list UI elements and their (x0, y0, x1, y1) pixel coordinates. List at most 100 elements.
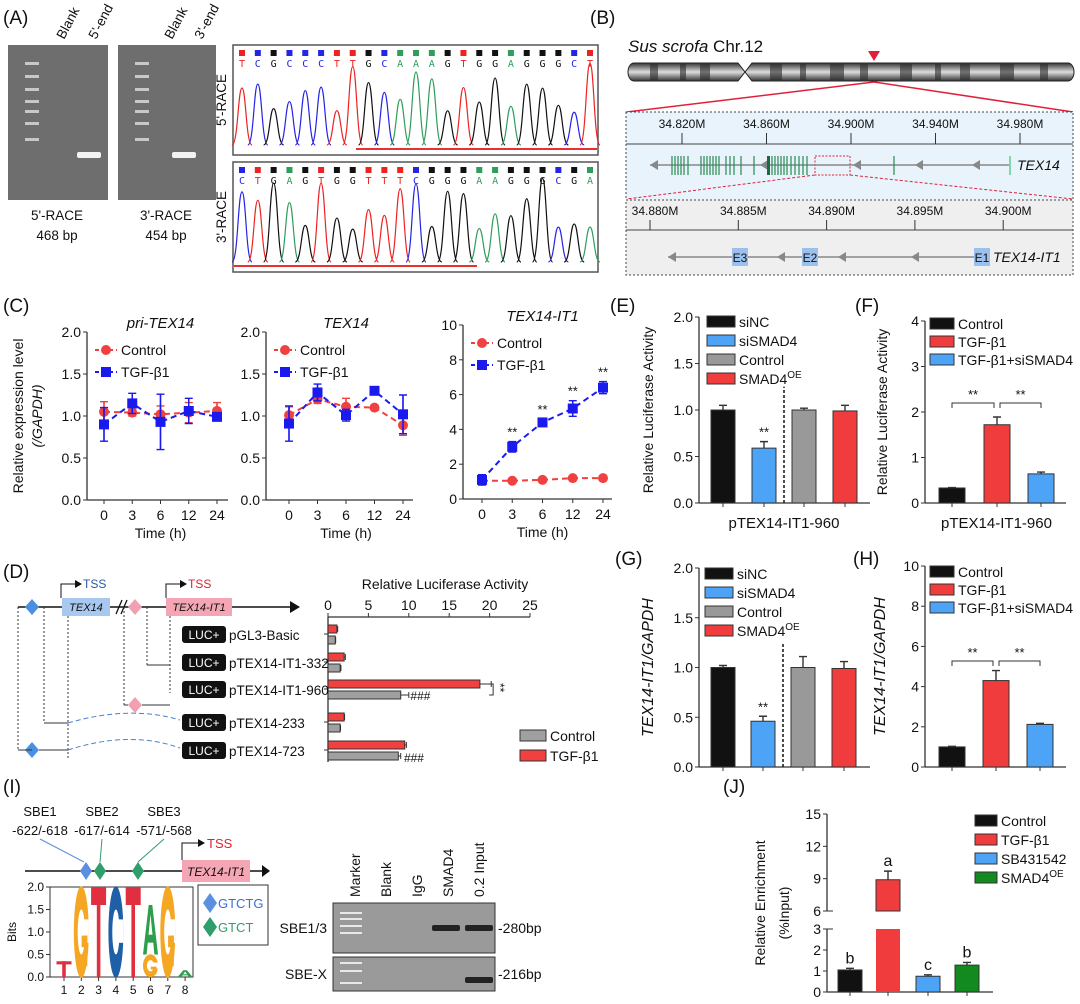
strand-arrow-icon (777, 252, 785, 262)
x-tick-label: 6 (342, 507, 350, 523)
legend-swatch (706, 315, 736, 328)
significance-label: ** (758, 699, 768, 714)
chart-title: TEX14 (323, 315, 369, 332)
y-tick-label: 1 (813, 963, 821, 979)
glyph-part (149, 905, 158, 955)
data-point (212, 411, 222, 422)
gel-caption: 3'-RACE (140, 208, 192, 223)
pcr-band (465, 977, 493, 983)
gene-box-tex14-it1 (166, 598, 232, 616)
panel-i: SBE1-622/-618SBE2-617/-614SBE3-571/-568 … (5, 804, 542, 997)
base-call-marker (523, 167, 530, 173)
panel-label-j: (J) (723, 777, 745, 798)
marker-band (340, 932, 362, 934)
x-tick-label: 5 (365, 597, 373, 613)
significance-label: ### (410, 689, 430, 703)
chromosome-band (800, 64, 806, 80)
legend-label: siNC (739, 314, 769, 330)
x-tick-label: 24 (595, 506, 611, 522)
significance-bracket (951, 402, 995, 408)
data-point (507, 441, 518, 452)
track-tex14-it1 (625, 199, 1074, 276)
glyph-part (150, 966, 157, 970)
axis-tick-label: 34.885M (720, 204, 767, 218)
y-tick-label: 0 (911, 759, 919, 775)
base-call-marker (476, 167, 483, 173)
luc-box (182, 654, 226, 671)
chart-title: TEX14-IT1 (506, 308, 579, 325)
base-call-marker (333, 50, 340, 56)
base-letter: G (492, 59, 498, 70)
chromosome-band (700, 64, 710, 80)
luc-label: LUC+ (188, 656, 219, 670)
trace-peak (421, 78, 443, 146)
data-point (507, 475, 518, 486)
strand-arrow-icon (668, 252, 676, 262)
strand-arrow-icon (972, 160, 980, 170)
panel-label-e: (E) (610, 296, 635, 317)
logo-ylabel: Bits (5, 922, 19, 942)
base-call-marker (492, 50, 499, 56)
marker-band (25, 75, 39, 78)
base-letter: G (508, 176, 514, 187)
x-tick-label: 0 (285, 507, 293, 523)
x-tick-label: 2 (78, 983, 85, 997)
tss-arrow-icon (60, 583, 75, 598)
base-call-marker (444, 167, 451, 173)
base-letter: C (302, 59, 308, 70)
bar (327, 723, 341, 733)
axis-tick-label: 34.890M (808, 204, 855, 218)
base-call-marker (254, 167, 261, 173)
legend-swatch (974, 833, 998, 846)
logo-letter-G (73, 886, 89, 978)
y-tick-label: 0.0 (674, 759, 694, 775)
error-bar (840, 660, 848, 669)
glyph-part (96, 887, 101, 977)
y-tick-label: 0 (911, 495, 919, 511)
chromatogram-5race (232, 44, 599, 156)
base-call-marker (413, 50, 419, 56)
y-tick-label: 0 (813, 984, 821, 1000)
trace-peak (310, 182, 332, 263)
base-call-marker (318, 167, 325, 173)
significance-label: ** (1014, 645, 1024, 660)
marker-band (135, 122, 149, 125)
y-tick-label: 8 (911, 598, 919, 614)
zoom-lines (626, 81, 1074, 113)
legend-swatch (929, 601, 955, 614)
chart-title: Relative Luciferase Activity (362, 576, 529, 592)
base-call-marker (381, 50, 388, 56)
x-tick-label: 6 (539, 506, 547, 522)
significance-bracket (998, 660, 1041, 666)
trace-peak (231, 87, 253, 146)
marker-band (340, 925, 362, 927)
base-letter: G (445, 59, 451, 70)
panel-b: Sus scrofa Chr.12 34.820M 34.860M 34.900M 3… (625, 37, 1075, 276)
x-tick-label: 1 (61, 983, 68, 997)
base-letter: A (413, 59, 419, 70)
locus-marker-icon (868, 51, 880, 61)
legend-swatch (704, 586, 734, 599)
x-tick-label: 24 (209, 507, 225, 523)
deletion-link (67, 738, 181, 751)
bar (327, 751, 399, 761)
y-tick-label: 1.5 (62, 366, 82, 382)
sbe3-diamond-icon (132, 862, 144, 880)
chromosome-title: Sus scrofa Chr.12 (628, 37, 763, 56)
significance-label: ** (598, 365, 608, 380)
strand-arrow-icon (911, 252, 919, 262)
bar (751, 447, 777, 504)
legend-label: TGF-β1+siSMAD4 (958, 600, 1073, 616)
legend-swatch (929, 317, 955, 330)
base-letter: G (540, 176, 546, 187)
trace-peak (263, 182, 285, 263)
construct-label: pTEX14-IT1-960 (229, 683, 329, 698)
logo-letter-G (160, 886, 176, 978)
base-letter: G (524, 59, 530, 70)
legend-label: Control (497, 335, 542, 351)
luc-label: LUC+ (188, 628, 219, 642)
band-size-label: -216bp (498, 966, 542, 982)
significance-label: b (963, 944, 972, 961)
legend-swatch (929, 335, 955, 348)
base-letter: A (476, 176, 482, 187)
